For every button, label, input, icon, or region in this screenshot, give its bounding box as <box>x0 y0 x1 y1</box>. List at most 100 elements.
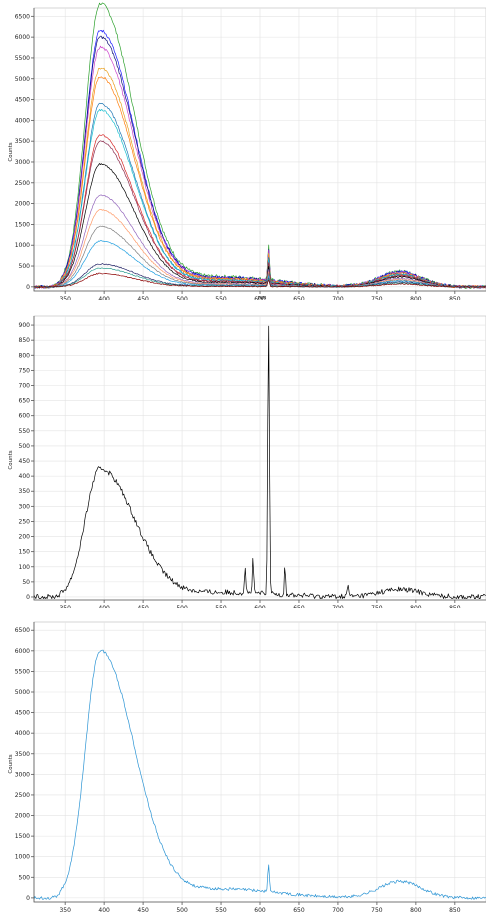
axes-2: 0 50 100 150 200 250 300 350 400 450 500 550 600 650 7… <box>19 316 486 608</box>
x-tick-label: 850 <box>449 605 461 608</box>
y-tick-label: 2500 <box>15 180 30 187</box>
series-group-1 <box>33 2 486 289</box>
y-tick-label: 6000 <box>15 648 30 655</box>
x-axis-label-1: nm <box>258 295 267 300</box>
chart-panel-1: 0 500 1000 1500 2000 2500 3000 3500 4000 4500 5000… <box>8 2 486 300</box>
series-line <box>33 208 486 288</box>
x-tick-label: 650 <box>293 605 305 608</box>
y-tick-label: 650 <box>19 398 31 405</box>
y-tick-label: 2000 <box>15 813 30 820</box>
series-line <box>33 134 486 289</box>
x-tick-label: 450 <box>137 907 149 912</box>
y-tick-label: 600 <box>19 413 31 420</box>
y-tick-label: 5000 <box>15 689 30 696</box>
y-tick-label: 250 <box>19 518 31 525</box>
axis-lines <box>33 622 486 903</box>
x-tick-label: 650 <box>293 907 305 912</box>
series-line <box>33 325 486 599</box>
series-group-3 <box>33 649 486 900</box>
y-tick-label: 500 <box>19 874 31 881</box>
y-tick-label: 2500 <box>15 792 30 799</box>
x-tick-label: 550 <box>215 907 227 912</box>
y-tick-label: 4500 <box>15 97 30 104</box>
series-group-2 <box>33 325 486 599</box>
x-tick-label: 850 <box>449 296 461 300</box>
y-tick-label: 300 <box>19 503 31 510</box>
x-tick-label: 750 <box>371 605 383 608</box>
grid-3 <box>34 622 486 902</box>
x-tick-label: 400 <box>98 605 110 608</box>
y-tick-label: 750 <box>19 367 31 374</box>
series-line <box>33 240 486 288</box>
y-tick-label: 450 <box>19 458 31 465</box>
y-tick-label: 2000 <box>15 201 30 208</box>
x-tick-label: 500 <box>176 605 188 608</box>
y-tick-label: 5500 <box>15 668 30 675</box>
x-tick-label: 800 <box>410 907 422 912</box>
grid-2 <box>34 316 486 600</box>
x-tick-label: 600 <box>254 907 266 912</box>
x-tick-label: 400 <box>98 907 110 912</box>
x-tick-label: 400 <box>98 296 110 300</box>
y-axis-label-1: Counts <box>8 142 14 161</box>
series-line <box>33 267 486 288</box>
y-tick-label: 5000 <box>15 76 30 83</box>
y-tick-label: 900 <box>19 322 31 329</box>
y-tick-label: 150 <box>19 549 31 556</box>
y-tick-label: 500 <box>19 263 31 270</box>
axis-lines <box>33 316 486 601</box>
y-axis-label-2: Counts <box>8 450 14 469</box>
series-line <box>33 109 486 289</box>
axis-lines <box>33 8 486 292</box>
y-tick-label: 5500 <box>15 55 30 62</box>
y-tick-label: 550 <box>19 428 31 435</box>
x-tick-label: 600 <box>254 296 266 300</box>
y-tick-label: 0 <box>26 284 30 291</box>
y-tick-label: 3000 <box>15 159 30 166</box>
x-tick-label: 350 <box>59 907 71 912</box>
y-tick-label: 1500 <box>15 833 30 840</box>
y-tick-label: 100 <box>19 564 31 571</box>
y-tick-label: 800 <box>19 352 31 359</box>
x-tick-label: 500 <box>176 907 188 912</box>
x-tick-label: 550 <box>215 605 227 608</box>
y-tick-label: 400 <box>19 473 31 480</box>
x-tick-label: 600 <box>254 605 266 608</box>
axes-1: 0 500 1000 1500 2000 2500 3000 3500 4000 4500 5000… <box>15 8 486 300</box>
x-tick-label: 700 <box>332 296 344 300</box>
x-tick-label: 700 <box>332 605 344 608</box>
x-tick-label: 500 <box>176 296 188 300</box>
y-tick-label: 50 <box>22 579 30 586</box>
x-tick-label: 700 <box>332 907 344 912</box>
y-tick-label: 1000 <box>15 242 30 249</box>
x-tick-label: 650 <box>293 296 305 300</box>
x-tick-label: 350 <box>59 605 71 608</box>
y-tick-label: 350 <box>19 488 31 495</box>
x-tick-label: 350 <box>59 296 71 300</box>
x-tick-label: 750 <box>371 907 383 912</box>
y-tick-label: 4000 <box>15 117 30 124</box>
series-line <box>33 649 486 900</box>
y-tick-label: 6000 <box>15 34 30 41</box>
y-tick-label: 1500 <box>15 221 30 228</box>
chart-panel-3: 0 500 1000 1500 2000 2500 3000 3500 4000 4500 5000… <box>8 621 486 912</box>
y-tick-label: 500 <box>19 443 31 450</box>
x-tick-label: 800 <box>410 605 422 608</box>
x-tick-label: 800 <box>410 296 422 300</box>
y-tick-label: 3500 <box>15 138 30 145</box>
y-tick-label: 850 <box>19 337 31 344</box>
y-tick-label: 4500 <box>15 710 30 717</box>
axes-3: 0 500 1000 1500 2000 2500 3000 3500 4000 4500 5000… <box>15 622 486 912</box>
grid-1 <box>34 8 486 291</box>
y-tick-label: 4000 <box>15 730 30 737</box>
series-line <box>33 76 486 289</box>
chart-panel-2: 0 50 100 150 200 250 300 350 400 450 500 550 600 650 7… <box>8 315 486 608</box>
y-tick-label: 700 <box>19 382 31 389</box>
y-tick-label: 0 <box>26 895 30 902</box>
y-tick-label: 6500 <box>15 13 30 20</box>
x-tick-label: 850 <box>449 907 461 912</box>
y-tick-label: 6500 <box>15 627 30 634</box>
series-line <box>33 163 486 288</box>
x-tick-label: 750 <box>371 296 383 300</box>
y-tick-label: 3500 <box>15 751 30 758</box>
